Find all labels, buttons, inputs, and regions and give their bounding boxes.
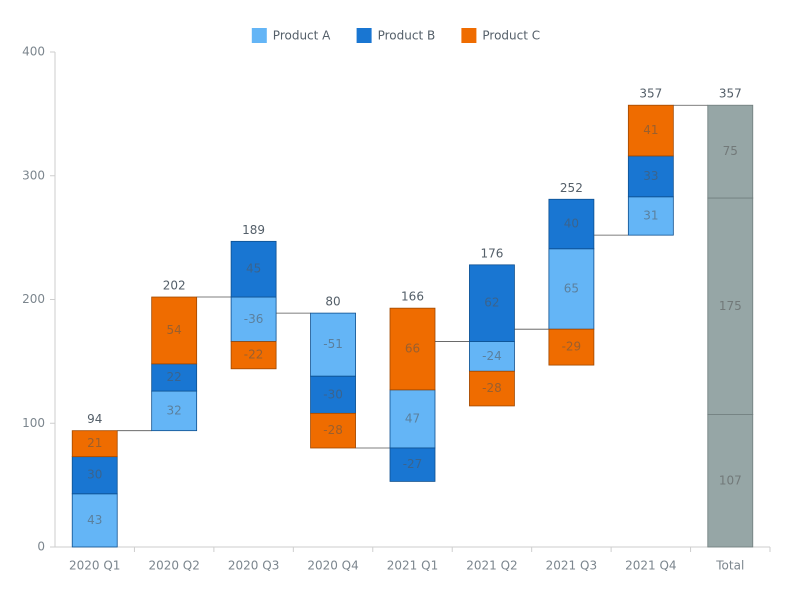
bar-segment [627,196,674,236]
x-tick-label: 2021 Q1 [387,559,438,573]
total-label: 202 [163,279,186,293]
y-tick-label: 400 [22,45,45,59]
bar-segment [469,264,515,342]
segment-label: -28 [482,381,502,395]
segment-label: -29 [562,340,582,354]
bar-segment [310,412,356,449]
segment-label: 41 [643,123,658,137]
total-label: 252 [560,181,583,195]
segment-label: 31 [643,208,658,222]
bar-segment [389,389,436,449]
segment-label: -51 [323,337,343,351]
segment-label: 21 [87,436,102,450]
total-label: 357 [639,87,662,101]
bar-segment [230,240,277,298]
segment-label: -24 [482,349,502,363]
bar-segment [627,155,674,198]
x-tick-label: 2021 Q4 [625,559,676,573]
x-tick-label: 2021 Q3 [546,559,597,573]
legend-label: Product A [273,29,331,43]
segment-label: -22 [244,348,264,362]
total-label: 94 [87,412,102,426]
segment-label: 45 [246,262,261,276]
bar-segment [707,197,754,415]
segment-label: -30 [323,387,343,401]
x-tick-label: 2020 Q2 [148,559,199,573]
bar-segment [310,312,356,377]
total-label: 166 [401,290,424,304]
segment-label: 54 [167,323,182,337]
y-tick-label: 200 [22,292,45,306]
bar-segment [548,198,595,250]
bar-segment [469,370,515,407]
segment-label: -36 [244,312,264,326]
segment-label: 107 [719,473,742,487]
legend-label: Product C [482,29,540,43]
legend-swatch [251,28,267,43]
x-tick-label: 2020 Q4 [307,559,358,573]
bar-segment [707,414,754,548]
bar-segment [71,456,118,495]
bar-segment [548,248,595,330]
bar-segment [389,307,436,391]
x-tick-label: 2021 Q2 [466,559,517,573]
segment-label: 22 [167,370,182,384]
y-tick-label: 0 [37,540,45,554]
bar-segment [151,390,198,432]
segment-label: 40 [564,217,579,231]
x-tick-label: 2020 Q3 [228,559,279,573]
bar-segment [151,363,198,392]
bar-segment [230,341,277,370]
bar-segment [469,341,515,372]
segment-label: 66 [405,342,420,356]
segment-label: 43 [87,513,102,527]
total-label: 357 [719,87,742,101]
total-label: 176 [480,246,503,260]
bar-segment [627,104,674,157]
total-label: 80 [325,295,340,309]
bar-segment [71,430,118,458]
y-tick-label: 100 [22,416,45,430]
segment-label: 175 [719,299,742,313]
segment-label: 65 [564,281,579,295]
bar-segment [310,375,356,414]
segment-label: 75 [723,144,738,158]
bar-segment [707,104,754,199]
legend-label: Product B [378,29,436,43]
bar-segment [71,493,118,548]
x-tick-label: 2020 Q1 [69,559,120,573]
legend-swatch [461,28,477,43]
total-label: 189 [242,223,265,237]
legend-swatch [356,28,372,43]
segment-label: -27 [403,457,423,471]
segment-label: 32 [167,403,182,417]
bar-segment [230,296,277,342]
y-tick-label: 300 [22,168,45,182]
segment-label: 33 [643,169,658,183]
bar-segment [151,296,198,365]
segment-label: 47 [405,411,420,425]
segment-label: -28 [323,423,343,437]
bar-segment [389,447,436,482]
segment-label: 62 [484,296,499,310]
bar-segment [548,328,595,366]
segment-label: 30 [87,468,102,482]
x-tick-label: Total [715,559,744,573]
